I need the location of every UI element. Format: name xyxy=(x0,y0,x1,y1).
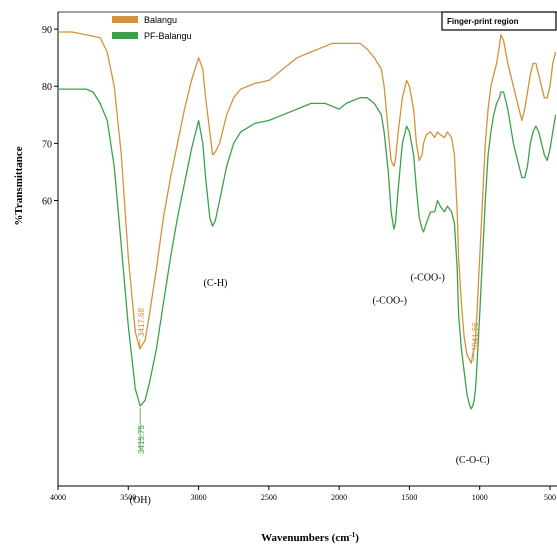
legend: Balangu PF-Balangu xyxy=(112,15,192,41)
band-annotation-4: (C-O-C) xyxy=(456,455,490,466)
legend-label-balangu: Balangu xyxy=(144,15,177,25)
y-tick-label-60: 60 xyxy=(42,196,52,207)
x-tick-label-2500: 2500 xyxy=(261,493,277,502)
axes: 4000 3500 3000 2500 2000 1500 1000 500 90 80 70 60 xyxy=(42,11,557,502)
band-annotation-2: (-COO-) xyxy=(373,295,407,306)
x-tick-label-4000: 4000 xyxy=(50,493,66,502)
peak-label-1: 3415.75 xyxy=(137,425,146,454)
x-tick-label-3000: 3000 xyxy=(191,493,207,502)
legend-swatch-balangu xyxy=(112,16,138,23)
x-axis-label-close: ) xyxy=(355,532,359,544)
x-tick-label-2000: 2000 xyxy=(331,493,347,502)
band-annotation-0: (OH) xyxy=(130,495,151,506)
series-layer xyxy=(58,31,557,410)
band-annotation-1: (C-H) xyxy=(203,278,227,289)
x-axis-label-main: Wavenumbers (cm xyxy=(261,532,349,544)
peak-label-2: 1041.66 xyxy=(471,322,480,351)
x-tick-label-1000: 1000 xyxy=(472,493,488,502)
y-tick-label-90: 90 xyxy=(42,25,52,36)
fingerprint-region-box: Finger-print region xyxy=(441,11,557,31)
legend-swatch-pf-balangu xyxy=(112,32,138,39)
y-axis-label: %Transmittance xyxy=(13,146,25,225)
y-tick-label-80: 80 xyxy=(42,82,52,93)
band-annotation-3: (-COO-) xyxy=(410,272,444,283)
legend-label-pf-balangu: PF-Balangu xyxy=(144,31,192,41)
x-axis-label-sup: -1 xyxy=(349,531,355,539)
series-line-balangu xyxy=(58,31,557,364)
x-axis-label: Wavenumbers (cm-1) xyxy=(261,531,359,544)
x-tick-label-1500: 1500 xyxy=(401,493,417,502)
x-tick-label-500: 500 xyxy=(544,493,556,502)
x-tick-label-3500: 3500 xyxy=(120,493,136,502)
y-tick-label-70: 70 xyxy=(42,139,52,150)
peak-label-0: 3417.68 xyxy=(137,307,146,336)
fingerprint-region-label: Finger-print region xyxy=(447,17,519,26)
series-line-pf-balangu xyxy=(58,88,557,410)
labels-layer: 3417.68 3415.75 1041.66 (OH) (C-H) (-COO-) (-C… xyxy=(130,272,490,506)
